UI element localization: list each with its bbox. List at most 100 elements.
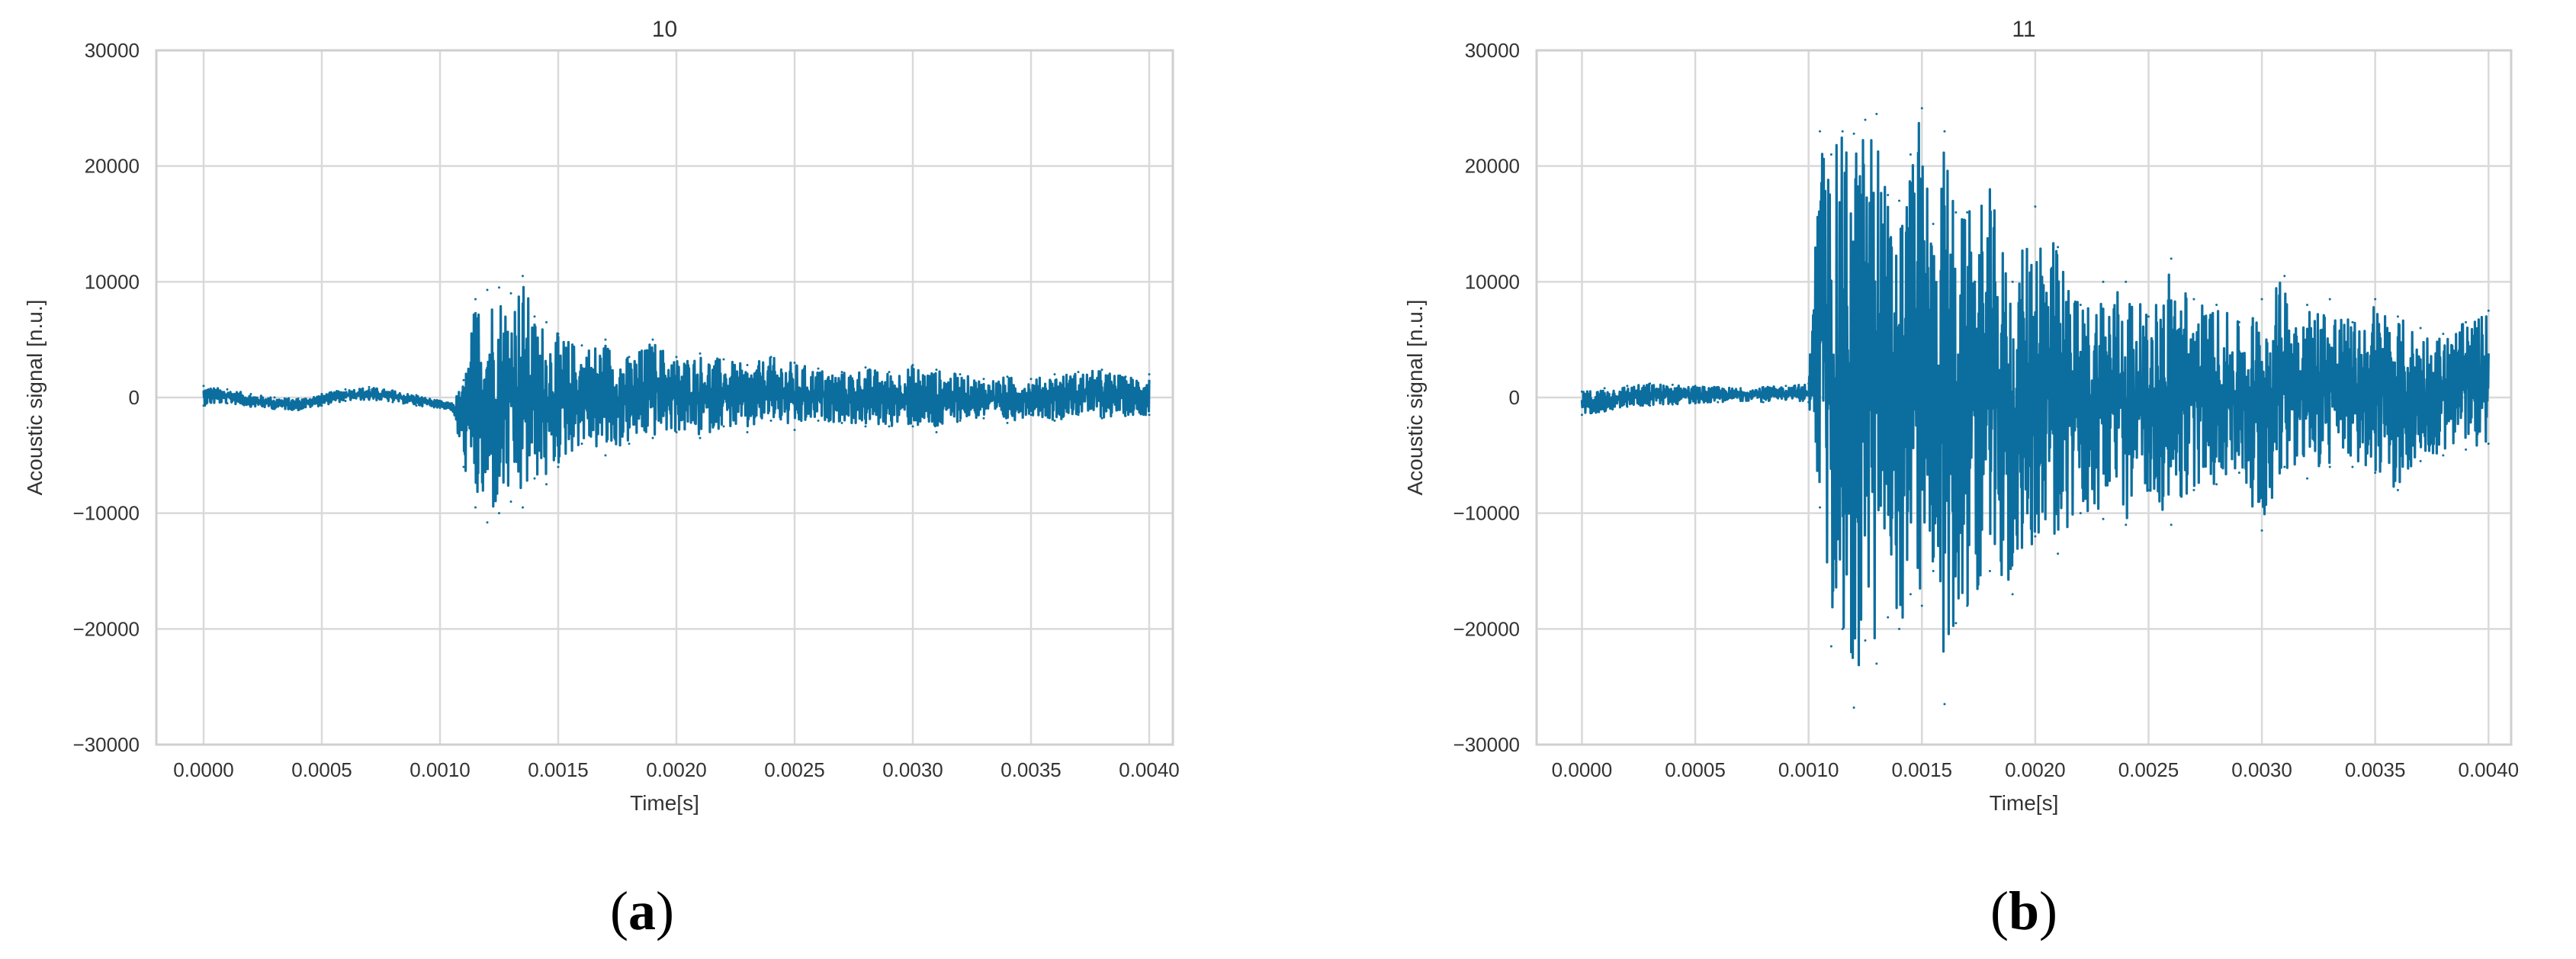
signal-trough-point	[415, 404, 418, 407]
signal-peak-point	[391, 389, 394, 392]
signal-peak-point	[1807, 382, 1810, 385]
signal-peak-point	[1603, 387, 1606, 390]
x-tick-label: 0.0040	[2459, 758, 2520, 781]
signal-trough-point	[522, 506, 524, 509]
x-tick-label: 0.0015	[1891, 758, 1952, 781]
signal-peak-point	[1762, 385, 1765, 388]
signal-trough-point	[2147, 488, 2150, 491]
signal-peak-point	[2328, 298, 2331, 301]
signal-trough-point	[2328, 465, 2331, 468]
signal-trough-point	[675, 431, 678, 433]
signal-peak-point	[604, 338, 607, 341]
signal-trough-point	[1875, 662, 1878, 665]
signal-peak-point	[840, 371, 843, 374]
signal-trough-point	[2442, 454, 2445, 457]
signal-peak-point	[1148, 373, 1151, 376]
signal-peak-point	[793, 362, 796, 364]
signal-peak-point	[474, 298, 477, 301]
y-tick-label: −10000	[1453, 502, 1520, 525]
signal-trough-point	[1124, 414, 1127, 417]
signal-peak-point	[2125, 280, 2128, 283]
signal-trough-point	[1762, 401, 1765, 404]
signal-peak-point	[1029, 378, 1033, 381]
signal-peak-point	[1077, 371, 1080, 374]
signal-trough-point	[911, 425, 914, 428]
x-tick-label: 0.0035	[2345, 758, 2406, 781]
x-tick-label: 0.0030	[882, 758, 943, 781]
y-tick-label: −30000	[73, 733, 140, 756]
signal-trough-point	[2237, 471, 2240, 475]
signal-peak-point	[368, 385, 371, 388]
signal-trough-point	[1920, 604, 1923, 607]
signal-trough-point	[1988, 570, 1991, 572]
signal-peak-point	[1694, 385, 1697, 388]
signal-trough-point	[2125, 523, 2128, 526]
signal-peak-point	[2260, 298, 2263, 301]
signal-trough-point	[1966, 604, 1969, 607]
signal-peak-point	[1649, 382, 1652, 385]
signal-peak-point	[982, 378, 985, 381]
signal-peak-point	[2170, 257, 2173, 260]
signal-trough-point	[1100, 417, 1103, 420]
x-tick-label: 0.0025	[764, 758, 825, 781]
signal-trough-point	[2283, 465, 2286, 468]
signal-trough-point	[451, 409, 453, 412]
signal-trough-point	[498, 512, 500, 515]
chart-title: 10	[652, 17, 677, 42]
signal-peak-point	[2374, 298, 2377, 301]
signal-trough-point	[1626, 405, 1629, 408]
signal-trough-point	[2374, 471, 2377, 475]
signal-peak-point	[1784, 385, 1787, 388]
chart-a: 0.0000 0.0005 0.0010 0.0015 0.0020 0.0025 0.00…	[23, 17, 1180, 815]
signal-peak-point	[699, 352, 702, 355]
signal-peak-point	[1053, 373, 1056, 376]
signal-trough-point	[699, 436, 702, 439]
signal-peak-point	[2465, 320, 2468, 323]
signal-trough-point	[1932, 570, 1935, 572]
signal-trough-point	[2419, 459, 2422, 462]
signal-trough-point	[1006, 421, 1009, 424]
signal-peak-point	[2306, 304, 2309, 307]
signal-peak-point	[545, 320, 548, 323]
signal-peak-point	[888, 371, 891, 374]
signal-trough-point	[2260, 529, 2263, 532]
signal-trough-point	[2170, 523, 2173, 526]
signal-peak-point	[935, 368, 938, 372]
signal-peak-point	[769, 356, 772, 359]
signal-peak-point	[1932, 223, 1935, 225]
signal-trough-point	[2102, 517, 2105, 520]
signal-trough-point	[1029, 414, 1033, 417]
signal-peak-point	[2442, 333, 2445, 336]
signal-peak-point	[320, 392, 323, 395]
signal-peak-point	[498, 286, 500, 289]
signal-peak-point	[509, 292, 512, 294]
signal-peak-point	[2102, 280, 2105, 283]
signal-trough-point	[545, 483, 548, 486]
x-tick-label: 0.0005	[1665, 758, 1726, 781]
signal-trough-point	[746, 431, 749, 433]
signal-peak-point	[1954, 211, 1958, 214]
y-tick-label: 0	[129, 386, 140, 409]
signal-peak-point	[2034, 205, 2037, 208]
signal-trough-point	[1841, 627, 1844, 630]
signal-trough-point	[1864, 639, 1867, 642]
signal-peak-point	[1580, 390, 1583, 393]
signal-trough-point	[2396, 488, 2399, 491]
signal-trough-point	[817, 419, 820, 422]
signal-trough-point	[2057, 552, 2060, 555]
plot-frame	[155, 49, 1174, 746]
signal-peak-point	[1671, 383, 1674, 386]
signal-trough-point	[533, 477, 536, 480]
signal-peak-point	[959, 373, 962, 376]
signal-trough-point	[2011, 593, 2014, 596]
signal-trough-point	[2192, 488, 2195, 491]
signal-peak-point	[628, 356, 631, 359]
signal-peak-point	[2419, 327, 2422, 330]
signal-trough-point	[1807, 401, 1810, 404]
signal-peak-point	[2396, 315, 2399, 318]
y-tick-label: 10000	[1465, 270, 1520, 293]
x-tick-label: 0.0010	[1778, 758, 1839, 781]
signal-peak-point	[1988, 188, 1991, 191]
y-tick-label: −20000	[73, 617, 140, 640]
